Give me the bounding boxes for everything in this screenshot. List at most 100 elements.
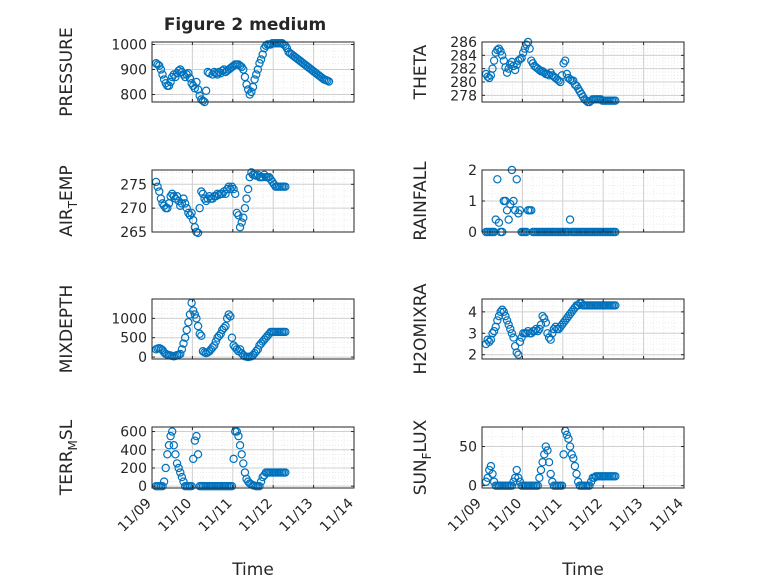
data-point [237, 218, 246, 227]
figure-title: Figure 2 medium [164, 15, 326, 35]
y-tick-label: 800 [120, 88, 147, 104]
data-point [239, 65, 248, 74]
data-point [253, 65, 263, 74]
y-tick-label: 600 [120, 425, 147, 441]
data-point [192, 431, 201, 441]
data-point [557, 481, 567, 490]
data-point [559, 450, 568, 459]
data-point [535, 473, 544, 483]
data-point [565, 442, 575, 451]
data-point [172, 459, 182, 468]
data-point [169, 192, 179, 201]
data-point [159, 477, 169, 486]
axes-box [151, 298, 355, 360]
y-tick-label: 282 [450, 62, 477, 78]
y-tick-label: 286 [450, 35, 477, 51]
subplot-8: 0 50 11/09 11/10 11/11 11/12 11/13 11/14 Time SUN… [411, 419, 687, 580]
data-point [163, 203, 172, 213]
data-point [256, 477, 266, 486]
data-point [232, 208, 242, 218]
axes-box [151, 41, 355, 103]
y-tick-label: 270 [120, 201, 147, 217]
data-point [240, 72, 250, 82]
grid [152, 42, 354, 102]
data-point [164, 81, 174, 90]
y-tick-label: 0 [468, 479, 477, 495]
marker-series [481, 426, 620, 490]
data-point [498, 305, 507, 314]
x-tick-label: 11/09 [115, 496, 155, 536]
data-point [515, 206, 525, 215]
y-tick-label: 0 [138, 350, 147, 366]
data-point [255, 481, 264, 491]
data-point [506, 324, 515, 334]
data-point [177, 345, 187, 354]
data-point [486, 461, 496, 471]
y-tick-label: 500 [120, 331, 147, 347]
data-point [585, 481, 594, 490]
x-tick-label: 11/10 [485, 496, 525, 536]
data-point [169, 441, 179, 450]
x-tick-label: 11/10 [155, 496, 195, 536]
data-point [182, 325, 191, 335]
data-point [222, 184, 232, 194]
y-axis-label: MIXDEPTH [57, 285, 77, 374]
data-point [167, 427, 177, 436]
data-point [234, 211, 243, 220]
data-point [232, 427, 242, 436]
data-point [517, 53, 526, 63]
data-point [527, 206, 536, 215]
y-tick-label: 278 [450, 88, 477, 104]
data-point [197, 187, 206, 196]
data-point [197, 331, 206, 340]
data-point [546, 469, 555, 479]
data-point [512, 348, 521, 357]
data-point [163, 450, 172, 459]
data-point [489, 56, 499, 65]
data-point [182, 203, 191, 213]
data-point [569, 454, 578, 463]
data-point [189, 454, 198, 464]
data-point [488, 469, 497, 479]
data-point [507, 329, 517, 338]
marker-series [151, 298, 290, 362]
data-point [514, 350, 523, 359]
x-axis-label: Time [231, 560, 274, 580]
data-point [190, 436, 200, 445]
data-point [533, 326, 542, 336]
data-point [515, 55, 525, 64]
axes-box [151, 426, 355, 489]
y-tick-label: 280 [450, 75, 477, 91]
data-point [538, 457, 547, 467]
y-tick-label: 275 [120, 177, 147, 193]
data-point [541, 318, 551, 327]
data-point [179, 194, 188, 203]
data-point [281, 182, 290, 191]
data-point [231, 189, 240, 199]
data-point [252, 70, 261, 79]
x-tick-label: 11/11 [526, 496, 566, 536]
data-point [193, 85, 203, 94]
data-point [248, 82, 258, 92]
data-point [184, 69, 193, 78]
data-point [166, 431, 175, 441]
data-point [177, 199, 187, 208]
data-point [180, 199, 190, 208]
data-point [187, 481, 196, 491]
x-axis-label: Time [561, 560, 604, 580]
data-point [540, 314, 549, 323]
axes-box [151, 169, 355, 233]
data-point [543, 446, 552, 455]
data-point [564, 434, 573, 443]
data-point [281, 327, 290, 337]
data-point [536, 320, 546, 329]
data-point [190, 310, 200, 319]
data-point [531, 324, 541, 334]
data-point [229, 184, 238, 194]
data-point [538, 311, 547, 321]
data-point [227, 182, 237, 191]
data-point [226, 312, 235, 321]
subplot-3: 265 270 275 AIRTEMP [57, 165, 355, 241]
